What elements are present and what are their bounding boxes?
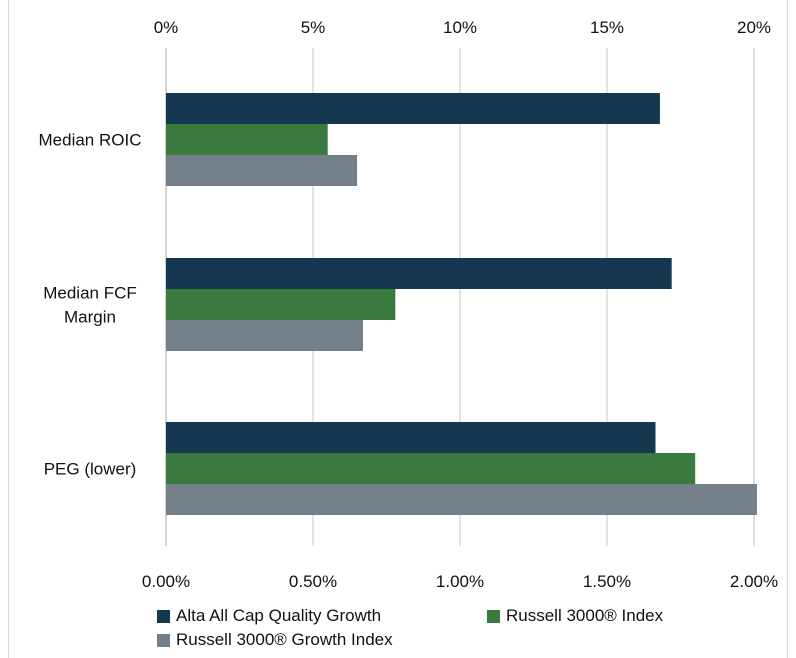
top-axis-tick-label: 5%: [301, 18, 326, 37]
bar-0-0: [166, 93, 660, 124]
category-label: PEG (lower): [44, 460, 137, 479]
category-label: Margin: [64, 308, 116, 327]
bar-0-1: [166, 124, 328, 155]
legend-label-series-1: Russell 3000® Index: [506, 606, 664, 625]
bar-0-2: [166, 155, 358, 186]
bottom-axis-tick-label: 0.00%: [142, 572, 190, 591]
top-axis-tick-label: 10%: [443, 18, 477, 37]
bottom-axis-tick-label: 2.00%: [730, 572, 778, 591]
category-label: Median FCF: [43, 284, 137, 303]
legend-label-series-0: Alta All Cap Quality Growth: [176, 606, 382, 625]
bar-2-0: [166, 422, 656, 453]
bar-1-1: [166, 289, 396, 320]
top-axis-tick-label: 20%: [737, 18, 771, 37]
top-axis-tick-label: 15%: [590, 18, 624, 37]
bar-1-2: [166, 320, 363, 351]
top-axis-tick-label: 0%: [154, 18, 179, 37]
legend-swatch-series-0: [157, 609, 170, 623]
legend-label-series-2: Russell 3000® Growth Index: [176, 630, 393, 649]
bottom-axis-tick-label: 0.50%: [289, 572, 337, 591]
legend-item-series-2: Russell 3000® Growth Index: [157, 630, 393, 650]
bottom-axis-tick-label: 1.00%: [436, 572, 484, 591]
bar-1-0: [166, 258, 672, 289]
chart-frame: [8, 0, 788, 658]
bar-2-1: [166, 453, 696, 484]
bar-2-2: [166, 484, 757, 515]
bottom-axis-tick-label: 1.50%: [583, 572, 631, 591]
legend-item-series-0: Alta All Cap Quality Growth: [157, 606, 381, 626]
legend-swatch-series-1: [487, 609, 500, 623]
legend-swatch-series-2: [157, 633, 170, 647]
category-label: Median ROIC: [39, 131, 142, 150]
legend-item-series-1: Russell 3000® Index: [487, 606, 663, 626]
